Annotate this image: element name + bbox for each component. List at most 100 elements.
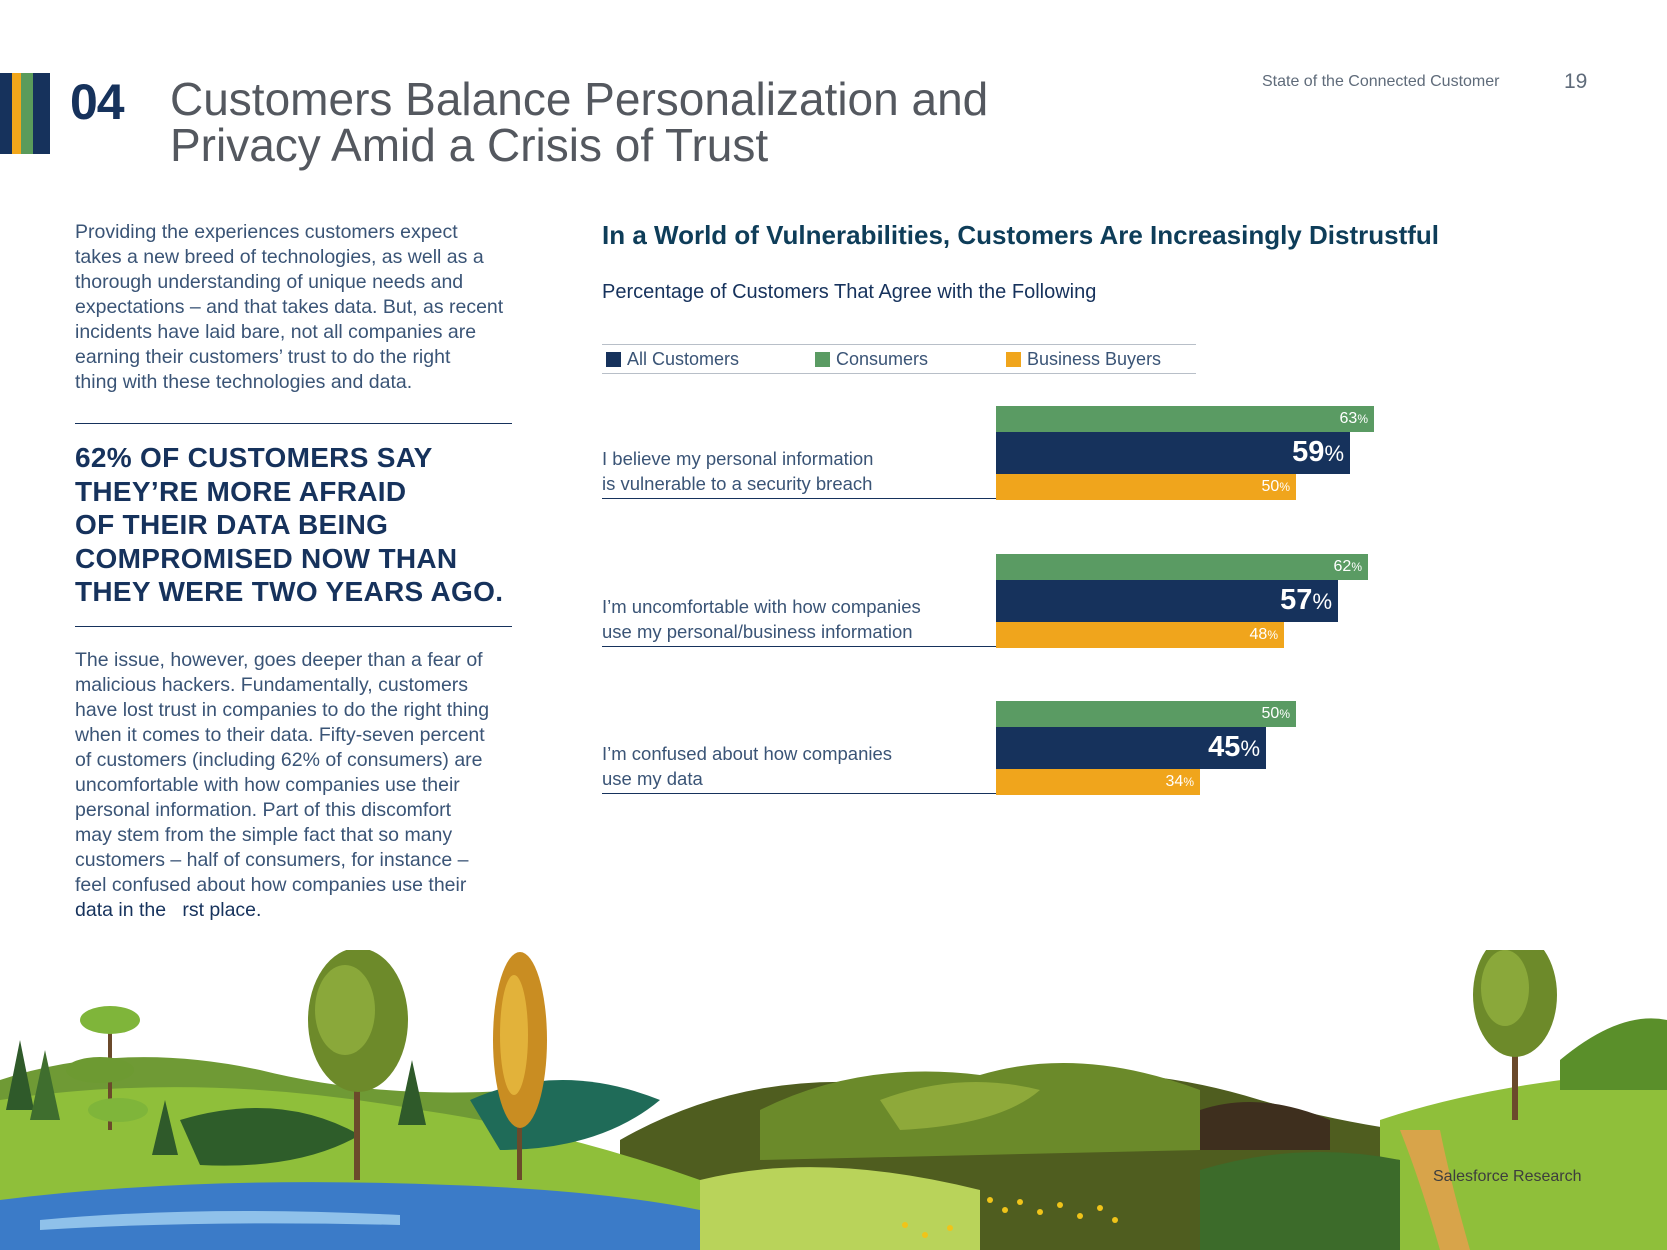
intro-line: takes a new breed of technologies, as we…	[75, 246, 484, 268]
chart-title: In a World of Vulnerabilities, Customers…	[602, 220, 1439, 250]
callout-line: 62% of customers say	[75, 442, 433, 473]
bar-value-unit: %	[1267, 628, 1278, 642]
bar-value-number: 45	[1208, 731, 1241, 763]
callout-line: they’re more afraid	[75, 475, 407, 507]
legend-label: Consumers	[836, 349, 929, 369]
color-stripe	[12, 73, 21, 154]
bar-value-number: 50	[1261, 705, 1280, 722]
bar-value-label: 34%	[1166, 773, 1194, 791]
publication-name: State of the Connected Customer	[1262, 73, 1500, 90]
bar-value-label: 50%	[1262, 478, 1290, 496]
bar-value-number: 34	[1165, 773, 1184, 790]
bar-business-buyers: 48%	[996, 622, 1284, 648]
section-number: 04	[70, 74, 125, 130]
bar-value-unit: %	[1312, 589, 1332, 614]
tree-canopy	[66, 1057, 134, 1083]
bar-value-label: 62%	[1334, 558, 1362, 576]
color-stripe	[33, 73, 50, 154]
legend-item-business-buyers: Business Buyers	[1006, 349, 1161, 370]
body-line: have lost trust in companies to do the r…	[75, 699, 490, 721]
legend-item-consumers: Consumers	[815, 349, 928, 370]
legend-swatch	[606, 352, 621, 367]
bush-cluster	[1560, 1018, 1667, 1090]
callout-line: they were two years ago.	[75, 576, 504, 607]
page-number: 19	[1564, 70, 1588, 93]
tree-canopy	[500, 975, 528, 1095]
bar-all-customers: 45%	[996, 727, 1266, 769]
section-color-stripes	[0, 73, 50, 154]
bar-value-unit: %	[1240, 736, 1260, 761]
tree-canopy	[1481, 950, 1529, 1026]
page-title: Customers Balance Personalization and Pr…	[170, 76, 1070, 168]
category-label: I’m confused about how companies use my d…	[602, 741, 982, 791]
intro-line: earning their customers’ trust to do the…	[75, 346, 451, 368]
bar-value-label: 59%	[1292, 436, 1344, 469]
tree-canopy	[80, 1006, 140, 1034]
bar-value-unit: %	[1357, 412, 1368, 426]
landscape-illustration	[0, 950, 1667, 1250]
bar-value-label: 57%	[1280, 584, 1332, 617]
category-label-line: I’m uncomfortable with how companies	[602, 596, 921, 617]
flower-patch	[902, 1197, 1118, 1238]
chart-bar-group: I believe my personal information is vuln…	[602, 406, 1402, 500]
intro-line: thorough understanding of unique needs a…	[75, 271, 464, 293]
body-line: when it comes to their data. Fifty-seven…	[75, 724, 485, 746]
category-baseline	[602, 498, 996, 499]
page-title-line-1: Customers Balance Personalization and	[170, 73, 989, 125]
legend-swatch	[1006, 352, 1021, 367]
pine-tree	[6, 1040, 34, 1110]
pine-tree	[30, 1050, 60, 1120]
body-line: feel confused about how companies use th…	[75, 874, 467, 896]
category-label: I’m uncomfortable with how companies use …	[602, 594, 982, 644]
intro-line: incidents have laid bare, not all compan…	[75, 321, 477, 343]
body-line: uncomfortable with how companies use the…	[75, 774, 460, 796]
bar-all-customers: 57%	[996, 580, 1338, 622]
bar-value-label: 45%	[1208, 731, 1260, 764]
bar-value-unit: %	[1324, 441, 1344, 466]
bar-value-label: 48%	[1250, 626, 1278, 644]
bar-value-unit: %	[1183, 775, 1194, 789]
footer-credit: Salesforce Research	[1433, 1168, 1582, 1185]
category-label-line: is vulnerable to a security breach	[602, 473, 873, 494]
tree-trunk	[354, 1070, 360, 1180]
bush-cluster	[1200, 1152, 1400, 1250]
category-baseline	[602, 646, 996, 647]
legend-label: All Customers	[627, 349, 740, 369]
pine-tree	[152, 1100, 178, 1155]
hill-shape	[1200, 1102, 1330, 1150]
category-label: I believe my personal information is vuln…	[602, 446, 982, 496]
bar-value-number: 59	[1292, 436, 1325, 468]
category-label-line: use my data	[602, 768, 703, 789]
bush-cluster	[180, 1108, 360, 1166]
body-paragraph: The issue, however, goes deeper than a f…	[75, 648, 515, 923]
bar-consumers: 63%	[996, 406, 1374, 432]
bar-value-number: 63	[1339, 410, 1358, 427]
callout-bottom-divider	[75, 626, 512, 627]
category-baseline	[602, 793, 996, 794]
meadow-shape	[700, 1167, 980, 1250]
category-label-line: use my personal/business information	[602, 621, 913, 642]
legend-item-all-customers: All Customers	[606, 349, 739, 370]
category-label-line: I believe my personal information	[602, 448, 874, 469]
chart-legend: All Customers Consumers Business Buyers	[602, 344, 1196, 374]
bar-business-buyers: 50%	[996, 474, 1296, 500]
body-line: malicious hackers. Fundamentally, custom…	[75, 674, 469, 696]
chart-subtitle: Percentage of Customers That Agree with …	[602, 281, 1097, 303]
bar-value-unit: %	[1351, 560, 1362, 574]
body-line: personal information. Part of this disco…	[75, 799, 452, 821]
chart-bar-group: I’m uncomfortable with how companies use …	[602, 554, 1402, 648]
dirt-path	[1400, 1130, 1470, 1250]
legend-label: Business Buyers	[1027, 349, 1162, 369]
bar-value-label: 63%	[1340, 410, 1368, 428]
bar-business-buyers: 34%	[996, 769, 1200, 795]
pine-tree	[398, 1060, 426, 1125]
category-label-line: I’m confused about how companies	[602, 743, 893, 764]
body-line: The issue, however, goes deeper than a f…	[75, 649, 483, 671]
body-line: of customers (including 62% of consumers…	[75, 749, 483, 771]
bar-value-unit: %	[1279, 480, 1290, 494]
intro-line: Providing the experiences customers expe…	[75, 221, 458, 243]
callout-top-divider	[75, 423, 512, 424]
bar-value-number: 62	[1333, 558, 1352, 575]
pull-quote-callout: 62% of customers say they’re more afraid…	[75, 441, 525, 609]
intro-paragraph: Providing the experiences customers expe…	[75, 220, 515, 395]
